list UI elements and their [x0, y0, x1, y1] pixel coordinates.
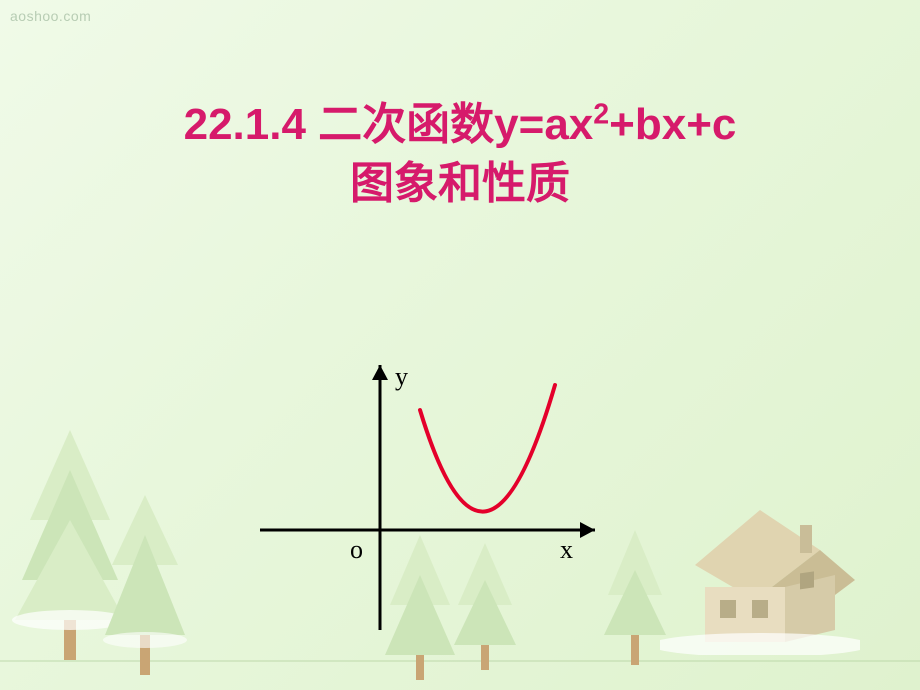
- slide-title: 22.1.4 二次函数y=ax2+bx+c 图象和性质: [0, 95, 920, 214]
- y-axis-label: y: [395, 362, 408, 391]
- bg-house: [660, 495, 860, 660]
- ground-line: [0, 660, 920, 662]
- title-exponent: 2: [593, 98, 609, 130]
- bg-tree-right-1: [600, 520, 670, 670]
- x-axis-arrow-icon: [580, 522, 595, 538]
- title-line1-prefix: 22.1.4 二次函数y=ax: [184, 100, 594, 149]
- title-line1-suffix: +bx+c: [609, 100, 736, 149]
- parabola-curve: [420, 385, 555, 512]
- bg-tree-left-1: [10, 410, 130, 670]
- title-line2: 图象和性质: [350, 159, 570, 208]
- watermark-text: aoshoo.com: [10, 8, 91, 24]
- bg-tree-left-2: [100, 480, 190, 680]
- y-axis-arrow-icon: [372, 365, 388, 380]
- parabola-graph: y o x: [230, 340, 610, 640]
- origin-label: o: [350, 535, 363, 564]
- x-axis-label: x: [560, 535, 573, 564]
